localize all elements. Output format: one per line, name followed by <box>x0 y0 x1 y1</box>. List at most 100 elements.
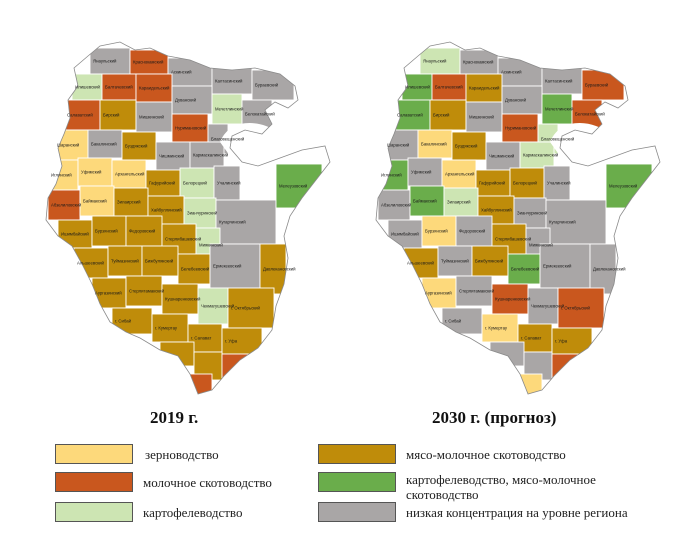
district-label: Дуванский <box>505 98 527 103</box>
map-2030: Янаульский Краснокамский Аскинский Калтасин… <box>370 38 670 400</box>
district-label: Хайбуллинский <box>481 208 512 213</box>
district-label: Бурзянский <box>425 229 448 234</box>
district-label: Калтасинский <box>215 79 243 84</box>
district-area <box>145 169 181 197</box>
district-label: г. Октябрьский <box>561 306 591 311</box>
district-label: г. Октябрьский <box>231 306 261 311</box>
district-area <box>211 93 243 125</box>
legend-swatch-meat-dairy <box>318 444 396 464</box>
district-label: Уфимский <box>81 170 102 175</box>
district-label: г. Кумертау <box>485 326 508 331</box>
district-label: Аскинский <box>171 70 192 75</box>
caption-2030: 2030 г. (прогноз) <box>432 408 557 427</box>
district-area <box>151 313 189 343</box>
district-label: Стерлитамакский <box>129 289 165 294</box>
district-label: Бураевский <box>255 83 279 88</box>
district-label: Зианчуринский <box>517 211 548 216</box>
district-area <box>437 245 473 277</box>
region-outline <box>45 41 331 395</box>
district-area <box>197 287 229 325</box>
district-label: Кармаскалинский <box>193 153 229 158</box>
district-label: Стерлитамакский <box>459 289 495 294</box>
district-label: Кушнаренковский <box>495 297 531 302</box>
district-label: Альшеевский <box>407 261 435 266</box>
district-label: Зианчуринский <box>187 211 218 216</box>
district-label: Балтачевский <box>435 85 463 90</box>
district-label: г. Уфа <box>555 339 568 344</box>
district-label: г. Сибай <box>445 319 462 324</box>
district-label: Иглинский <box>51 173 72 178</box>
district-area <box>377 189 411 221</box>
district-label: Аургазинский <box>425 291 452 296</box>
district-label: Аургазинский <box>95 291 122 296</box>
legend-swatch-potato <box>55 502 133 522</box>
district-label: Бакалинский <box>91 142 117 147</box>
district-area <box>121 131 157 161</box>
district-label: Дуванский <box>175 98 197 103</box>
district-label: Мечетлинский <box>215 107 244 112</box>
district-label: Туймазинский <box>111 259 139 264</box>
district-label: Нуримановский <box>505 126 537 131</box>
district-label: Шаранский <box>387 143 410 148</box>
district-label: Аскинский <box>501 70 522 75</box>
district-area <box>541 93 573 125</box>
district-area <box>227 287 275 329</box>
district-label: Буздякский <box>125 144 148 149</box>
district-label: Федоровский <box>459 229 486 234</box>
district-label: Хайбуллинский <box>151 208 182 213</box>
district-area <box>407 157 443 187</box>
district-label: Зилаирский <box>117 200 141 205</box>
district-label: Давлекановский <box>263 267 296 272</box>
district-label: Архангельский <box>115 172 145 177</box>
district-label: Гафурийский <box>479 181 506 186</box>
district-label: Кугарчинский <box>549 220 576 225</box>
district-label: Благовещенский <box>541 137 575 142</box>
district-label: г. Салават <box>521 336 541 341</box>
district-label: Миякинский <box>199 243 223 248</box>
district-area <box>215 199 277 245</box>
district-area <box>459 49 499 75</box>
districts <box>47 47 323 394</box>
district-area <box>489 341 525 367</box>
district-area <box>509 167 545 199</box>
district-label: Ишимбайский <box>61 232 89 237</box>
district-label: Чишминский <box>159 154 185 159</box>
district-label: Чекмагушевский <box>531 304 565 309</box>
district-label: Янаульский <box>93 59 117 64</box>
district-area <box>141 245 179 277</box>
district-label: Уфимский <box>411 170 432 175</box>
district-area <box>135 73 173 103</box>
district-area <box>417 129 453 159</box>
district-label: Ермекеевский <box>543 264 572 269</box>
district-label: Мелеузовский <box>279 184 308 189</box>
district-label: Федоровский <box>129 229 156 234</box>
legend-swatch-low <box>318 502 396 522</box>
district-label: г. Салават <box>191 336 211 341</box>
district-label: Кугарчинский <box>219 220 246 225</box>
district-label: г. Сибай <box>115 319 132 324</box>
district-label: Учалинский <box>547 181 571 186</box>
district-label: Белокатайский <box>245 112 275 117</box>
legend-swatch-grain <box>55 444 133 464</box>
map-2019-svg: Янаульский Краснокамский Аскинский Калтасин… <box>45 41 331 395</box>
district-label: г. Кумертау <box>155 326 178 331</box>
district-label: Бураевский <box>585 83 609 88</box>
district-area <box>519 141 555 169</box>
district-area <box>213 165 241 201</box>
district-label: Белебеевский <box>511 267 540 272</box>
district-label: Бижбулякский <box>475 259 504 264</box>
district-label: Бирский <box>433 113 450 118</box>
district-label: Белебеевский <box>181 267 210 272</box>
district-label: Гафурийский <box>149 181 176 186</box>
district-area <box>557 287 605 329</box>
district-label: Салаватский <box>67 113 93 118</box>
district-area <box>259 243 287 295</box>
district-area <box>539 243 591 289</box>
district-label: Давлекановский <box>593 267 626 272</box>
district-label: Балтачевский <box>105 85 133 90</box>
district-label: Кушнаренковский <box>165 297 201 302</box>
legend-label-potato: картофелеводство <box>143 505 243 520</box>
district-area <box>465 73 503 103</box>
district-label: Бижбулякский <box>145 259 174 264</box>
district-label: Белокатайский <box>575 112 605 117</box>
